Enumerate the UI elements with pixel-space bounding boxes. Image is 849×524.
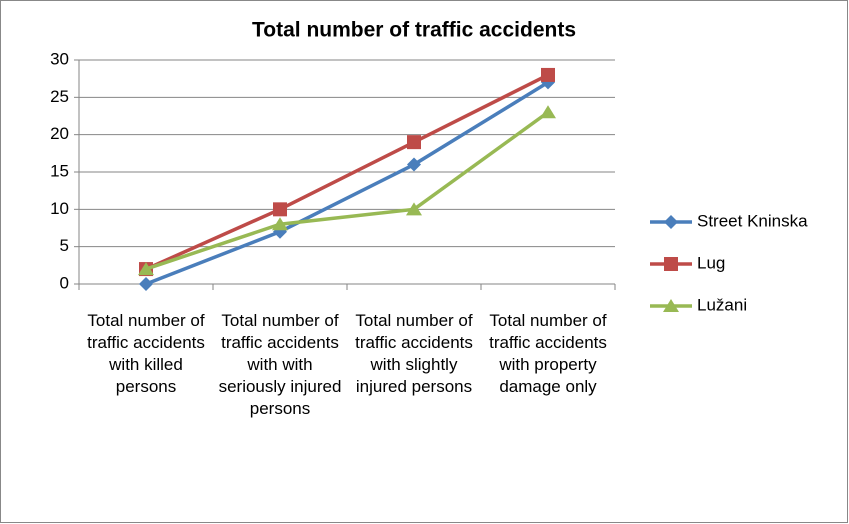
y-tick-label: 10 bbox=[50, 199, 69, 218]
legend-label: Lug bbox=[697, 253, 725, 272]
marker bbox=[272, 217, 288, 231]
marker bbox=[138, 262, 154, 276]
y-tick-label: 0 bbox=[60, 273, 69, 292]
y-tick-label: 20 bbox=[50, 124, 69, 143]
marker bbox=[407, 135, 421, 150]
y-tick-label: 25 bbox=[50, 87, 69, 106]
legend-marker bbox=[663, 299, 679, 312]
marker bbox=[273, 202, 287, 217]
marker bbox=[407, 157, 421, 172]
marker bbox=[139, 277, 153, 291]
legend-marker bbox=[664, 257, 678, 271]
x-tick-label: Total number of traffic accidents with k… bbox=[87, 311, 205, 396]
legend-marker bbox=[664, 215, 678, 229]
marker bbox=[406, 202, 422, 216]
series-line bbox=[145, 80, 549, 286]
marker bbox=[541, 67, 555, 82]
y-tick-label: 5 bbox=[60, 236, 69, 255]
y-tick-label: 15 bbox=[50, 161, 69, 180]
y-tick-label: 30 bbox=[50, 49, 69, 68]
series-line bbox=[145, 73, 549, 271]
x-tick-label: Total number of traffic accidents with p… bbox=[489, 311, 607, 396]
chart-title: Total number of traffic accidents bbox=[252, 19, 576, 42]
legend-label: Lužani bbox=[697, 295, 747, 314]
x-tick-label: Total number of traffic accidents with w… bbox=[218, 311, 342, 418]
series-line bbox=[145, 110, 550, 271]
x-tick-label: Total number of traffic accidents with s… bbox=[355, 311, 473, 396]
marker bbox=[540, 105, 556, 119]
legend-label: Street Kninska bbox=[697, 211, 808, 230]
